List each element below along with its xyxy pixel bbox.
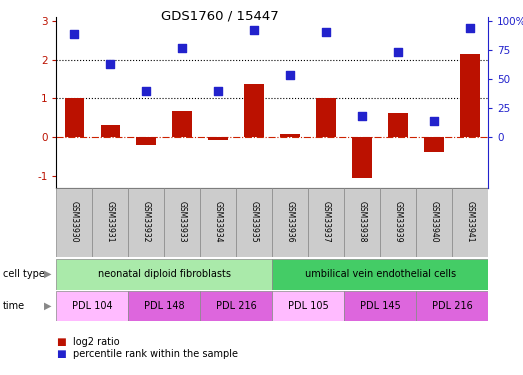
Text: PDL 148: PDL 148 bbox=[144, 301, 185, 311]
Bar bbox=[272, 291, 344, 321]
Text: GSM33935: GSM33935 bbox=[250, 201, 259, 243]
Bar bbox=[208, 137, 228, 140]
Bar bbox=[424, 137, 444, 152]
Bar bbox=[100, 124, 120, 137]
Text: time: time bbox=[3, 301, 25, 311]
Bar bbox=[452, 188, 488, 257]
Text: percentile rank within the sample: percentile rank within the sample bbox=[73, 350, 238, 359]
Text: PDL 105: PDL 105 bbox=[288, 301, 328, 311]
Text: ▶: ▶ bbox=[44, 269, 52, 279]
Bar bbox=[173, 111, 192, 137]
Bar bbox=[352, 137, 372, 178]
Text: GSM33932: GSM33932 bbox=[142, 201, 151, 243]
Point bbox=[214, 87, 222, 93]
Point bbox=[358, 113, 366, 119]
Text: GDS1760 / 15447: GDS1760 / 15447 bbox=[161, 9, 279, 22]
Bar bbox=[344, 188, 380, 257]
Text: PDL 104: PDL 104 bbox=[72, 301, 113, 311]
Bar bbox=[64, 98, 84, 137]
Bar bbox=[388, 112, 408, 137]
Bar bbox=[93, 188, 129, 257]
Text: GSM33931: GSM33931 bbox=[106, 201, 115, 243]
Text: ■: ■ bbox=[56, 337, 66, 347]
Text: GSM33938: GSM33938 bbox=[358, 201, 367, 243]
Point bbox=[178, 45, 187, 51]
Bar bbox=[380, 188, 416, 257]
Point bbox=[394, 49, 402, 55]
Text: umbilical vein endothelial cells: umbilical vein endothelial cells bbox=[304, 269, 456, 279]
Text: GSM33939: GSM33939 bbox=[394, 201, 403, 243]
Text: PDL 216: PDL 216 bbox=[216, 301, 257, 311]
Bar bbox=[236, 188, 272, 257]
Bar bbox=[56, 291, 129, 321]
Text: ■: ■ bbox=[56, 350, 66, 359]
Point bbox=[430, 118, 438, 124]
Point bbox=[322, 29, 331, 35]
Bar bbox=[280, 134, 300, 137]
Bar bbox=[460, 54, 480, 137]
Text: GSM33933: GSM33933 bbox=[178, 201, 187, 243]
Text: GSM33940: GSM33940 bbox=[429, 201, 438, 243]
Point bbox=[106, 61, 115, 67]
Bar bbox=[416, 188, 452, 257]
Bar bbox=[137, 137, 156, 145]
Text: GSM33937: GSM33937 bbox=[322, 201, 331, 243]
Bar bbox=[56, 259, 272, 290]
Bar bbox=[200, 188, 236, 257]
Point bbox=[70, 30, 78, 36]
Text: GSM33936: GSM33936 bbox=[286, 201, 294, 243]
Text: GSM33934: GSM33934 bbox=[214, 201, 223, 243]
Bar bbox=[416, 291, 488, 321]
Text: GSM33930: GSM33930 bbox=[70, 201, 79, 243]
Text: GSM33941: GSM33941 bbox=[465, 201, 474, 243]
Bar bbox=[200, 291, 272, 321]
Text: log2 ratio: log2 ratio bbox=[73, 337, 120, 347]
Bar bbox=[164, 188, 200, 257]
Bar bbox=[56, 188, 93, 257]
Point bbox=[142, 87, 151, 93]
Bar bbox=[272, 188, 308, 257]
Text: PDL 216: PDL 216 bbox=[431, 301, 472, 311]
Text: cell type: cell type bbox=[3, 269, 44, 279]
Bar bbox=[308, 188, 344, 257]
Text: ▶: ▶ bbox=[44, 301, 52, 311]
Bar bbox=[316, 98, 336, 137]
Point bbox=[250, 27, 258, 33]
Text: neonatal diploid fibroblasts: neonatal diploid fibroblasts bbox=[98, 269, 231, 279]
Text: PDL 145: PDL 145 bbox=[360, 301, 401, 311]
Point bbox=[286, 72, 294, 78]
Bar bbox=[244, 84, 264, 137]
Bar bbox=[129, 291, 200, 321]
Point bbox=[466, 25, 474, 31]
Bar bbox=[344, 291, 416, 321]
Bar bbox=[129, 188, 164, 257]
Bar bbox=[272, 259, 488, 290]
